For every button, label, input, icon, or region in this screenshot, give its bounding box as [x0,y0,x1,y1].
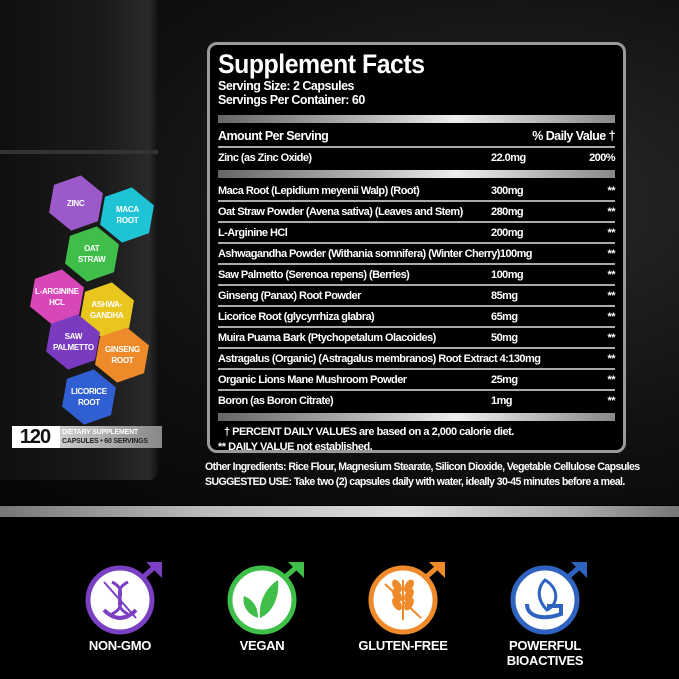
facts-title: Supplement Facts [218,49,425,79]
divider [218,146,615,148]
ingredient-amount: 280mg [491,205,524,218]
ingredient-rows: Maca Root (Lepidium meyenii Walp) (Root)… [218,181,616,410]
divider [218,170,615,178]
ingredient-name: Oat Straw Powder (Avena sativa) (Leaves … [218,205,463,218]
hexagon-label: LICORICE ROOT [71,386,107,407]
footnote-dv: † PERCENT DAILY VALUES are based on a 2,… [224,426,514,438]
other-info: Other Ingredients: Rice Flour, Magnesium… [205,460,640,490]
ingredient-row: Muira Puama Bark (Ptychopetalum Olacoide… [218,328,616,347]
ingredient-row: Maca Root (Lepidium meyenii Walp) (Root)… [218,181,616,200]
ingredient-dv: ** [607,331,616,344]
suggested-use: SUGGESTED USE: Take two (2) capsules dai… [205,476,625,488]
ingredient-name: Astragalus (Organic) (Astragalus membran… [218,352,514,365]
ingredient-name: Ashwagandha Powder (Withania somnifera) … [218,247,500,260]
divider [218,263,615,265]
divider [218,305,615,307]
dna-crossed-icon [85,562,162,635]
silver-divider [0,506,679,517]
badge-non-gmo: NON-GMO [65,560,175,653]
ingredient-name: Saw Palmetto (Serenoa repens) (Berries) [218,268,410,281]
leaves-icon [227,562,304,635]
divider [218,368,615,370]
hexagon-label: GINSENG ROOT [104,344,140,365]
ingredient-dv: ** [607,205,616,218]
ingredient-name: Boron (as Boron Citrate) [218,394,334,407]
wheat-crossed-icon [368,562,445,635]
ingredient-dv: ** [607,394,616,407]
amount-header: Amount Per Serving [218,129,329,143]
ingredient-dv: ** [607,289,616,302]
divider [218,347,615,349]
ingredient-dv: ** [607,184,616,197]
ingredient-row: Ginseng (Panax) Root Powder 85mg ** [218,286,616,305]
divider [218,389,615,391]
ingredient-amount: 25mg [491,373,518,386]
hexagon-label: L-ARGININE HCL [35,286,79,307]
ingredient-dv: ** [607,373,616,386]
ingredient-amount: 50mg [491,331,518,344]
ingredient-dv: ** [607,247,616,260]
hand-leaf-icon [510,562,587,635]
ingredient-name: Ginseng (Panax) Root Powder [218,289,361,302]
hexagon-label: SAW PALMETTO [52,331,94,352]
ingredient-row: Saw Palmetto (Serenoa repens) (Berries) 1… [218,265,616,284]
ingredient-amount: 100mg [491,268,524,281]
zinc-row: Zinc (as Zinc Oxide) 22.0mg 200% [218,151,616,164]
dv-header: % Daily Value † [532,129,615,143]
divider [218,284,615,286]
ingredient-name: L-Arginine HCl [218,226,288,239]
ingredient-amount: 85mg [491,289,518,302]
divider [218,200,615,202]
supplement-facts-panel: Supplement Facts Serving Size: 2 Capsule… [207,42,626,453]
hexagon-label: OAT STRAW [78,243,106,264]
divider [218,413,615,421]
ingredient-amount: 30mg [513,352,541,365]
dietary-supplement-text: DIETARY SUPPLEMENT [62,429,139,436]
ingredient-row: Licorice Root (glycyrrhiza glabra) 65mg ** [218,307,616,326]
ingredient-dv: ** [607,352,616,365]
badge-vegan: VEGAN [207,560,317,653]
ingredient-amount: 300mg [491,184,524,197]
badge-powerful-bioactives: POWERFUL BIOACTIVES [490,560,600,668]
ingredient-name: Organic Lions Mane Mushroom Powder [218,373,407,386]
capsule-count: 120 [19,425,51,448]
badge-label: POWERFUL BIOACTIVES [506,638,584,668]
count-label: 120 DIETARY SUPPLEMENT CAPSULES • 60 SERV… [12,426,162,448]
ingredient-row: L-Arginine HCl 200mg ** [218,223,616,242]
ingredient-amount: 1mg [491,394,513,407]
ingredient-amount: 200mg [491,226,524,239]
badge-label: VEGAN [239,638,285,653]
header-row: Amount Per Serving % Daily Value † [218,126,616,146]
ingredient-amount: 100mg [499,247,533,260]
hexagon-label: ZINC [67,198,85,208]
ingredient-amount: 65mg [491,310,518,323]
other-ingredients: Other Ingredients: Rice Flour, Magnesium… [205,461,640,473]
badge-gluten-free: GLUTEN-FREE [348,560,458,653]
ingredient-row: Boron (as Boron Citrate) 1mg ** [218,391,616,410]
servings-per-container: Servings Per Container: 60 [218,93,365,107]
ingredient-dv: ** [607,268,616,281]
ingredient-row: Ashwagandha Powder (Withania somnifera) … [218,244,616,263]
ingredient-name: Licorice Root (glycyrrhiza glabra) [218,310,375,323]
divider [218,242,615,244]
servings-text: CAPSULES • 60 SERVINGS [62,438,148,445]
ingredient-dv: ** [607,310,616,323]
ingredient-row: Astragalus (Organic) (Astragalus membran… [218,349,616,368]
divider [218,115,615,123]
hexagon-label: MACA ROOT [115,204,139,225]
divider [218,326,615,328]
footnote-not-established: ** DAILY VALUE not established. [218,441,373,453]
divider [218,221,615,223]
badge-label: GLUTEN-FREE [358,638,448,653]
ingredient-row: Organic Lions Mane Mushroom Powder 25mg ** [218,370,616,389]
ingredient-row: Oat Straw Powder (Avena sativa) (Leaves … [218,202,616,221]
ingredient-name: Muira Puama Bark (Ptychopetalum Olacoide… [218,331,436,344]
badge-label: NON-GMO [88,638,152,653]
hexagon-label: ASHWA- GANDHA [90,300,124,320]
ingredient-name: Maca Root (Lepidium meyenii Walp) (Root) [218,184,420,197]
ingredient-dv: ** [607,226,616,239]
serving-size: Serving Size: 2 Capsules [218,79,354,93]
